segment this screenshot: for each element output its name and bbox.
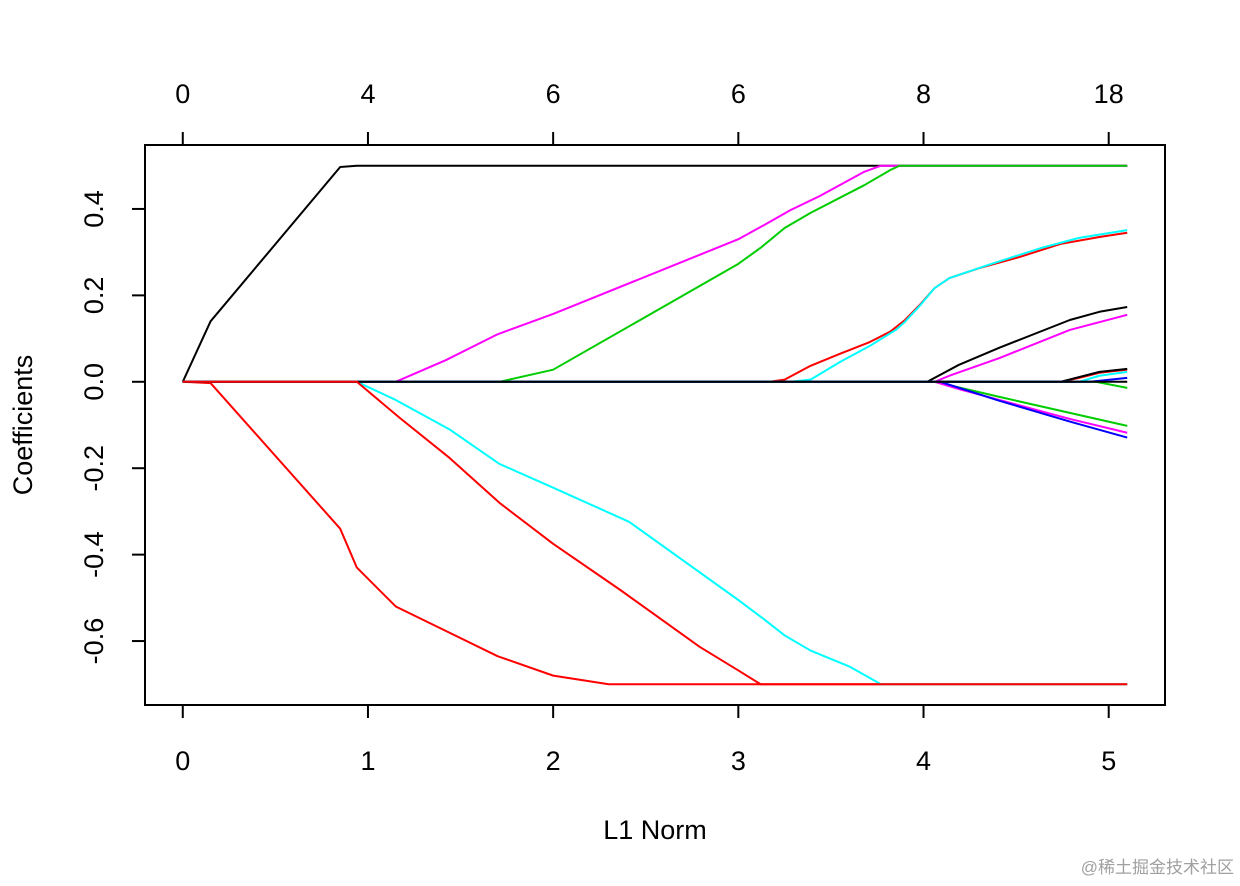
x-tick-label: 0 bbox=[175, 746, 190, 776]
y-tick-label: 0.2 bbox=[79, 277, 109, 315]
coefficient-path-line bbox=[182, 380, 1128, 686]
coefficient-path-line bbox=[181, 164, 1128, 383]
top-tick-label: 0 bbox=[175, 79, 190, 109]
coefficient-path-line bbox=[182, 229, 1128, 383]
x-tick-label: 1 bbox=[360, 746, 375, 776]
coefficient-path-line bbox=[182, 380, 1128, 434]
coefficient-path-line bbox=[182, 380, 1128, 427]
watermark: @稀土掘金技术社区 bbox=[1080, 858, 1234, 877]
x-tick-label: 5 bbox=[1101, 746, 1116, 776]
x-tick-label: 2 bbox=[546, 746, 561, 776]
top-tick-label: 18 bbox=[1094, 79, 1124, 109]
series-layer bbox=[181, 164, 1128, 686]
top-tick-label: 8 bbox=[916, 79, 931, 109]
coefficient-path-line bbox=[182, 380, 1128, 439]
y-tick-label: -0.2 bbox=[79, 445, 109, 492]
y-tick-label: -0.6 bbox=[79, 618, 109, 665]
plot-frame bbox=[144, 144, 1166, 706]
y-tick-label: -0.4 bbox=[79, 531, 109, 578]
y-axis-title: Coefficients bbox=[8, 355, 38, 496]
coefficient-path-line bbox=[182, 370, 1128, 383]
coefficient-path-line bbox=[182, 380, 1128, 686]
coefficient-path-line bbox=[182, 164, 1128, 383]
y-tick-label: 0.0 bbox=[79, 363, 109, 401]
x-tick-label: 4 bbox=[916, 746, 931, 776]
y-tick-label: 0.4 bbox=[79, 190, 109, 228]
coefficient-path-line bbox=[182, 306, 1128, 383]
coefficient-path-line bbox=[182, 368, 1128, 383]
coefficient-path-line bbox=[182, 231, 1128, 383]
top-tick-label: 4 bbox=[360, 79, 375, 109]
coefficient-path-line bbox=[182, 164, 1128, 383]
coefficient-path-line bbox=[182, 313, 1128, 383]
x-axis-title: L1 Norm bbox=[603, 815, 707, 845]
top-tick-label: 6 bbox=[546, 79, 561, 109]
axis-layer: 0 0 1 4 2 6 3 6 4 8 5 18 -0.6 -0.4 -0.2 0.0 0.2 0.4 bbox=[79, 79, 1124, 776]
coefficient-path-line bbox=[182, 367, 1128, 383]
top-tick-label: 6 bbox=[731, 79, 746, 109]
x-tick-label: 3 bbox=[731, 746, 746, 776]
coefficient-path-line bbox=[182, 380, 1128, 686]
